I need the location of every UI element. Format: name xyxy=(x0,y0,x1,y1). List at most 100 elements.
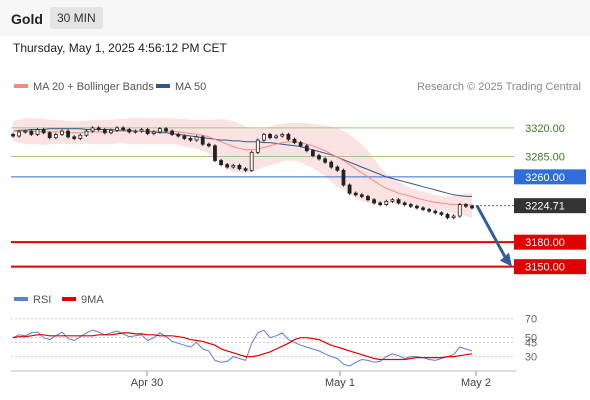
candle xyxy=(408,202,413,208)
candle-body xyxy=(164,128,168,132)
candle xyxy=(457,202,462,218)
timestamp: Thursday, May 1, 2025 4:56:12 PM CET xyxy=(13,41,227,55)
forecast-arrow-head xyxy=(500,252,512,267)
legend-label-ma20: MA 20 + Bollinger Bands xyxy=(33,81,154,93)
legend-swatch-ma50 xyxy=(156,84,170,88)
candle-body xyxy=(317,155,321,160)
rsi-line xyxy=(12,329,473,367)
price-panel: 3320.00 3285.00 3260.00 3224.71 3180.00 3150.… xyxy=(11,118,586,275)
candle-body xyxy=(457,204,462,217)
candle xyxy=(463,202,468,208)
candle-body xyxy=(323,158,328,163)
candle xyxy=(366,194,370,202)
candle xyxy=(78,133,83,141)
candle-body xyxy=(121,127,126,130)
ma20-line xyxy=(13,130,473,206)
candle-body xyxy=(139,129,144,132)
candle-body xyxy=(115,127,119,131)
candle-body xyxy=(341,169,346,186)
candle xyxy=(262,132,266,142)
candle xyxy=(359,193,364,199)
legend-label-rsi: RSI xyxy=(33,294,51,306)
candle-body xyxy=(23,130,28,133)
candle xyxy=(353,191,358,197)
candle-body xyxy=(353,192,358,196)
candle xyxy=(286,132,291,141)
ma50-line xyxy=(12,128,472,197)
candle xyxy=(372,198,376,205)
candle xyxy=(237,163,242,171)
rsi-tick-70: 70 xyxy=(525,314,537,326)
candle-body xyxy=(347,184,352,194)
candle-body xyxy=(17,131,22,137)
candle xyxy=(182,134,187,141)
legend-swatch-rsi xyxy=(14,297,28,301)
legend-label-ma50: MA 50 xyxy=(175,81,206,93)
candle xyxy=(29,129,34,137)
candle xyxy=(188,136,193,142)
candle xyxy=(427,207,432,213)
candle-body xyxy=(463,204,468,207)
candle-body xyxy=(188,138,193,141)
level-label-3180.00: 3180.00 xyxy=(525,237,565,249)
x-tick-label: May 1 xyxy=(325,377,355,389)
candle xyxy=(164,127,168,133)
candle-body xyxy=(225,164,230,168)
candle xyxy=(402,201,407,207)
x-tick-label: May 2 xyxy=(461,377,491,389)
candle xyxy=(170,129,175,137)
legend-label-rsi-ma: 9MA xyxy=(81,294,104,306)
candle-body xyxy=(11,133,15,137)
candle xyxy=(72,135,77,141)
candle xyxy=(298,140,303,148)
candle-body xyxy=(151,131,156,134)
candle-body xyxy=(206,143,211,147)
candle-body xyxy=(286,133,291,140)
candle-body xyxy=(170,130,175,135)
level-tag-3150.00 xyxy=(514,259,586,275)
candle xyxy=(139,127,144,133)
rsi-tick-50: 50 xyxy=(525,333,537,345)
candle-body xyxy=(378,202,383,206)
candle-body xyxy=(84,130,89,136)
candle xyxy=(84,129,89,137)
candle xyxy=(378,201,383,207)
candle xyxy=(66,129,70,139)
candle xyxy=(384,199,389,207)
candle xyxy=(121,126,126,132)
candle-body xyxy=(41,129,46,134)
level-label-3320.00: 3320.00 xyxy=(525,123,565,135)
candle xyxy=(115,126,119,132)
candle-body xyxy=(47,132,52,139)
candle-body xyxy=(60,130,64,135)
candle-body xyxy=(249,151,254,171)
candle-body xyxy=(29,130,34,135)
candle xyxy=(347,183,352,195)
candle xyxy=(341,168,346,187)
candle xyxy=(310,149,315,158)
candle xyxy=(255,138,260,154)
candle xyxy=(157,127,162,134)
candle-body xyxy=(304,145,309,152)
candle-body xyxy=(396,199,401,204)
candle xyxy=(323,157,328,164)
candle-body xyxy=(66,130,70,138)
candle xyxy=(445,212,450,220)
candle-body xyxy=(243,168,248,171)
timeframe-badge[interactable]: 30 MIN xyxy=(50,7,103,29)
copyright-text: Research © 2025 Trading Central xyxy=(417,81,581,93)
candle xyxy=(249,150,254,172)
level-label-3224.71: 3224.71 xyxy=(525,201,565,213)
candle xyxy=(53,132,58,140)
candle-body xyxy=(133,130,138,133)
candle xyxy=(335,165,340,172)
candle xyxy=(274,134,279,140)
candle-body xyxy=(231,165,236,168)
candle-body xyxy=(194,136,199,141)
candle-body xyxy=(182,135,187,139)
candle xyxy=(23,129,28,134)
candle-body xyxy=(433,210,438,214)
candle-body xyxy=(72,136,77,139)
candle xyxy=(268,132,272,140)
